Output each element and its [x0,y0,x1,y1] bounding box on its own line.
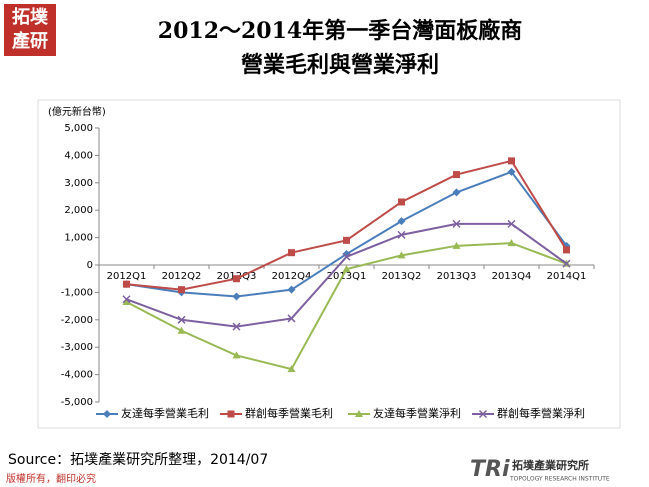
marker [397,230,406,239]
brand-mark: TRi [470,457,510,482]
marker [287,365,296,373]
legend-label: 群創每季營業淨利 [497,406,585,420]
marker [507,239,516,247]
x-tick-label: 2014Q1 [547,271,587,282]
title-line: 2012～2014年第一季台灣面板廠商 [158,18,522,44]
x-tick-label: 2012Q2 [162,271,202,282]
legend-marker [355,410,363,417]
y-tick-label: 5,000 [64,123,93,134]
marker [287,314,296,323]
marker [452,241,461,249]
marker [398,198,405,206]
marker [397,217,406,226]
marker [507,219,516,228]
legend-label: 友達每季營業淨利 [373,406,461,420]
marker [178,286,185,294]
y-tick-label: 4,000 [64,150,93,161]
legend-label: 友達每季營業毛利 [121,406,209,420]
marker [342,252,351,261]
marker [342,265,351,273]
legend-marker [227,410,235,418]
title-line: 營業毛利與營業淨利 [241,52,439,78]
y-tick-label: -2,000 [61,315,93,326]
y-tick-label: -1,000 [61,287,93,298]
marker [177,326,186,334]
marker [233,275,240,283]
marker [453,171,460,179]
legend-marker [103,410,111,418]
x-tick-label: 2013Q2 [382,271,422,282]
y-tick-label: -4,000 [61,370,93,381]
footer: 版權所有，翻印必究 [6,472,96,485]
marker [123,280,130,288]
x-tick-label: 2012Q1 [107,271,147,282]
y-tick-label: 1,000 [64,233,93,244]
x-tick-label: 2013Q3 [437,271,477,282]
y-axis-label: (億元新台幣) [48,105,106,118]
marker [507,167,516,176]
y-tick-label: 3,000 [64,178,93,189]
legend-label: 群創每季營業毛利 [245,406,333,420]
brand-english: TOPOLOGY RESEARCH INSTITUTE [509,476,610,483]
marker [343,236,350,244]
marker [562,259,571,268]
marker [122,297,131,305]
y-tick-label: -3,000 [61,342,93,353]
marker [288,249,295,257]
marker [232,322,241,331]
x-tick-label: 2012Q4 [272,271,312,282]
logo-box [4,4,56,56]
legend-marker [478,409,488,419]
x-tick-label: 2013Q1 [327,271,367,282]
marker [232,292,241,301]
marker [452,188,461,197]
y-tick-label: 2,000 [64,205,93,216]
marker [508,157,515,165]
marker [452,219,461,228]
marker [177,315,186,324]
marker [122,295,131,304]
marker [287,285,296,294]
logo-top: 拓墣 [12,6,48,28]
y-tick-label: 0 [87,260,93,271]
chart-frame [37,99,621,429]
source: Source：拓墣產業研究所整理，2014/07 [8,451,268,468]
marker [232,351,241,359]
marker [563,246,570,254]
marker [397,251,406,259]
brand-name: 拓墣產業研究所 [512,458,589,472]
marker [342,250,351,259]
logo-bottom: 產研 [12,30,48,52]
x-tick-label: 2013Q4 [492,271,532,282]
y-tick-label: -5,000 [61,397,93,408]
